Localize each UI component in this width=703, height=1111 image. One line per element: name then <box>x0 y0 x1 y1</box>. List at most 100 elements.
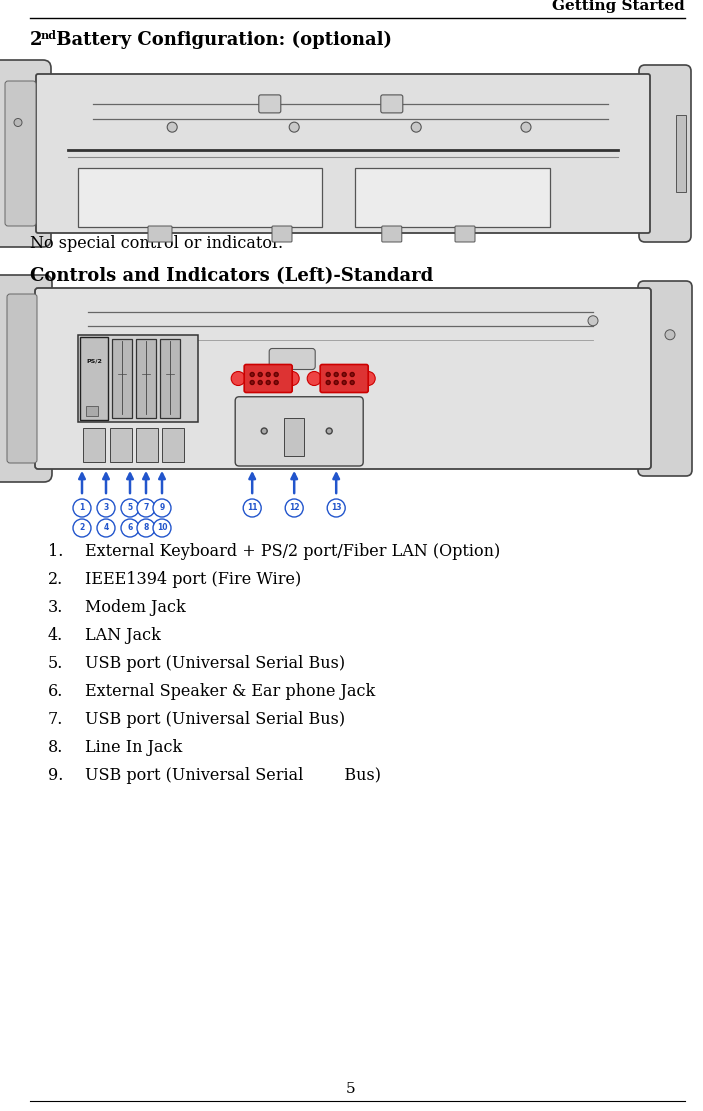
FancyBboxPatch shape <box>5 81 36 226</box>
FancyBboxPatch shape <box>148 226 172 242</box>
Circle shape <box>521 122 531 132</box>
Bar <box>284 418 304 456</box>
Circle shape <box>137 499 155 517</box>
FancyBboxPatch shape <box>382 226 402 242</box>
Text: Line In Jack: Line In Jack <box>85 739 182 755</box>
Text: 2: 2 <box>30 31 42 49</box>
Text: nd: nd <box>41 30 57 41</box>
Bar <box>676 114 686 192</box>
Text: 7: 7 <box>143 503 149 512</box>
Text: 1.: 1. <box>48 543 63 560</box>
Bar <box>162 429 184 462</box>
Circle shape <box>137 519 155 537</box>
Bar <box>160 339 180 418</box>
Text: 8.: 8. <box>48 739 63 755</box>
FancyBboxPatch shape <box>7 294 37 463</box>
Circle shape <box>274 380 278 384</box>
Circle shape <box>411 122 421 132</box>
Text: Battery Configuration: (optional): Battery Configuration: (optional) <box>50 31 392 49</box>
Circle shape <box>334 372 338 377</box>
Circle shape <box>307 371 321 386</box>
FancyBboxPatch shape <box>36 74 650 233</box>
Circle shape <box>121 519 139 537</box>
Text: 3.: 3. <box>48 599 63 615</box>
Text: 6.: 6. <box>48 683 63 700</box>
Circle shape <box>342 380 346 384</box>
Circle shape <box>121 499 139 517</box>
Text: 13: 13 <box>331 503 342 512</box>
Text: 5: 5 <box>346 1082 356 1095</box>
Circle shape <box>266 372 270 377</box>
Bar <box>78 168 322 227</box>
Bar <box>136 429 158 462</box>
Text: LAN Jack: LAN Jack <box>85 627 161 644</box>
FancyBboxPatch shape <box>320 364 368 392</box>
Circle shape <box>285 371 299 386</box>
FancyBboxPatch shape <box>259 94 280 113</box>
FancyBboxPatch shape <box>272 226 292 242</box>
Text: 12: 12 <box>289 503 299 512</box>
Bar <box>112 339 132 418</box>
Bar <box>83 429 105 462</box>
Circle shape <box>231 371 245 386</box>
Bar <box>355 168 550 227</box>
Circle shape <box>326 428 333 434</box>
Text: 11: 11 <box>247 503 257 512</box>
FancyBboxPatch shape <box>381 94 403 113</box>
Text: 3: 3 <box>103 503 109 512</box>
Bar <box>78 334 198 422</box>
Bar <box>136 339 156 418</box>
Text: 2: 2 <box>79 523 84 532</box>
Circle shape <box>342 372 346 377</box>
Circle shape <box>334 380 338 384</box>
FancyBboxPatch shape <box>639 66 691 242</box>
Circle shape <box>250 380 254 384</box>
Circle shape <box>665 330 675 340</box>
Text: 6: 6 <box>127 523 133 532</box>
Circle shape <box>97 499 115 517</box>
Text: 2.: 2. <box>48 571 63 588</box>
Circle shape <box>262 428 267 434</box>
Circle shape <box>588 316 598 326</box>
Text: 1: 1 <box>79 503 84 512</box>
Circle shape <box>153 499 171 517</box>
Circle shape <box>266 380 270 384</box>
Text: 4.: 4. <box>48 627 63 644</box>
Circle shape <box>14 119 22 127</box>
FancyBboxPatch shape <box>638 281 692 476</box>
Text: External Speaker & Ear phone Jack: External Speaker & Ear phone Jack <box>85 683 375 700</box>
Circle shape <box>250 372 254 377</box>
Circle shape <box>73 499 91 517</box>
FancyBboxPatch shape <box>244 364 292 392</box>
Text: PS/2: PS/2 <box>86 359 102 363</box>
Circle shape <box>350 372 354 377</box>
Bar <box>80 337 108 420</box>
Text: Modem Jack: Modem Jack <box>85 599 186 615</box>
Circle shape <box>153 519 171 537</box>
Circle shape <box>327 499 345 517</box>
Text: 9.: 9. <box>48 767 63 784</box>
Circle shape <box>361 371 375 386</box>
Circle shape <box>285 499 303 517</box>
Circle shape <box>350 380 354 384</box>
FancyBboxPatch shape <box>269 349 315 370</box>
Bar <box>86 407 98 417</box>
Text: 5.: 5. <box>48 655 63 672</box>
Circle shape <box>258 372 262 377</box>
Text: USB port (Universal Serial        Bus): USB port (Universal Serial Bus) <box>85 767 381 784</box>
Text: 7.: 7. <box>48 711 63 728</box>
Text: USB port (Universal Serial Bus): USB port (Universal Serial Bus) <box>85 655 345 672</box>
Circle shape <box>274 372 278 377</box>
FancyBboxPatch shape <box>455 226 475 242</box>
Text: 9: 9 <box>160 503 165 512</box>
Text: 8: 8 <box>143 523 149 532</box>
FancyBboxPatch shape <box>0 276 52 482</box>
Text: 4: 4 <box>103 523 109 532</box>
Circle shape <box>73 519 91 537</box>
FancyBboxPatch shape <box>35 288 651 469</box>
Circle shape <box>326 380 330 384</box>
FancyBboxPatch shape <box>0 60 51 247</box>
Text: External Keyboard + PS/2 port/Fiber LAN (Option): External Keyboard + PS/2 port/Fiber LAN … <box>85 543 501 560</box>
Text: IEEE1394 port (Fire Wire): IEEE1394 port (Fire Wire) <box>85 571 302 588</box>
Text: USB port (Universal Serial Bus): USB port (Universal Serial Bus) <box>85 711 345 728</box>
